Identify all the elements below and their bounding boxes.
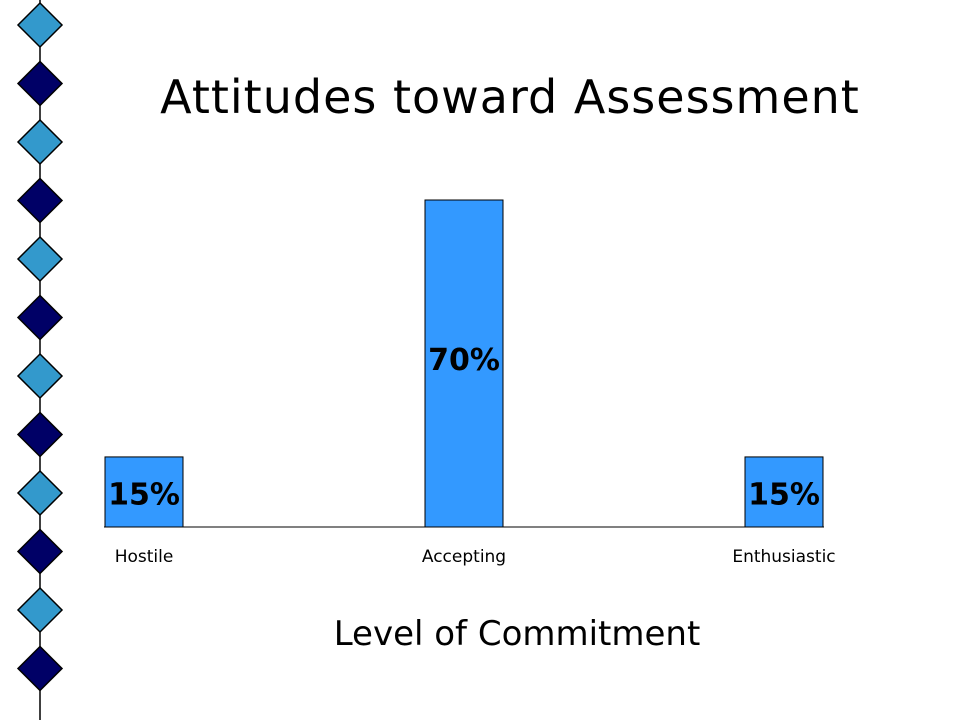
diamond-icon — [16, 60, 64, 107]
diamond-icon — [16, 118, 64, 166]
diamond-icon — [16, 352, 64, 400]
diamond-icon — [16, 586, 64, 634]
bars — [104, 199, 824, 528]
category-tick-labels: Hostile Accepting Enthusiastic — [115, 547, 836, 567]
x-axis-title: Level of Commitment — [334, 614, 701, 654]
diamond-icon — [16, 177, 64, 224]
diamond-icon — [16, 294, 64, 341]
diamond-icon — [16, 1, 64, 49]
tick-label: Enthusiastic — [732, 547, 835, 567]
diamond-icon — [16, 411, 64, 458]
tick-label: Accepting — [422, 547, 506, 567]
tick-label: Hostile — [115, 547, 174, 567]
value-labels: 15% 70% 15% — [108, 343, 820, 513]
bar-hostile — [104, 456, 184, 528]
diamond-icon — [16, 235, 64, 283]
decorative-diamond-border — [16, 0, 64, 720]
value-label: 15% — [748, 478, 820, 513]
bar-accepting — [424, 199, 504, 528]
diamond-icon — [16, 469, 64, 517]
bar-chart: 15% 70% 15% Hostile Accepting Enthusiastic L… — [104, 199, 836, 654]
value-label: 15% — [108, 478, 180, 513]
diamond-chain — [16, 1, 64, 692]
value-label: 70% — [428, 343, 500, 378]
diamond-icon — [16, 528, 64, 575]
slide-title: Attitudes toward Assessment — [160, 70, 860, 124]
diamond-icon — [16, 645, 64, 692]
